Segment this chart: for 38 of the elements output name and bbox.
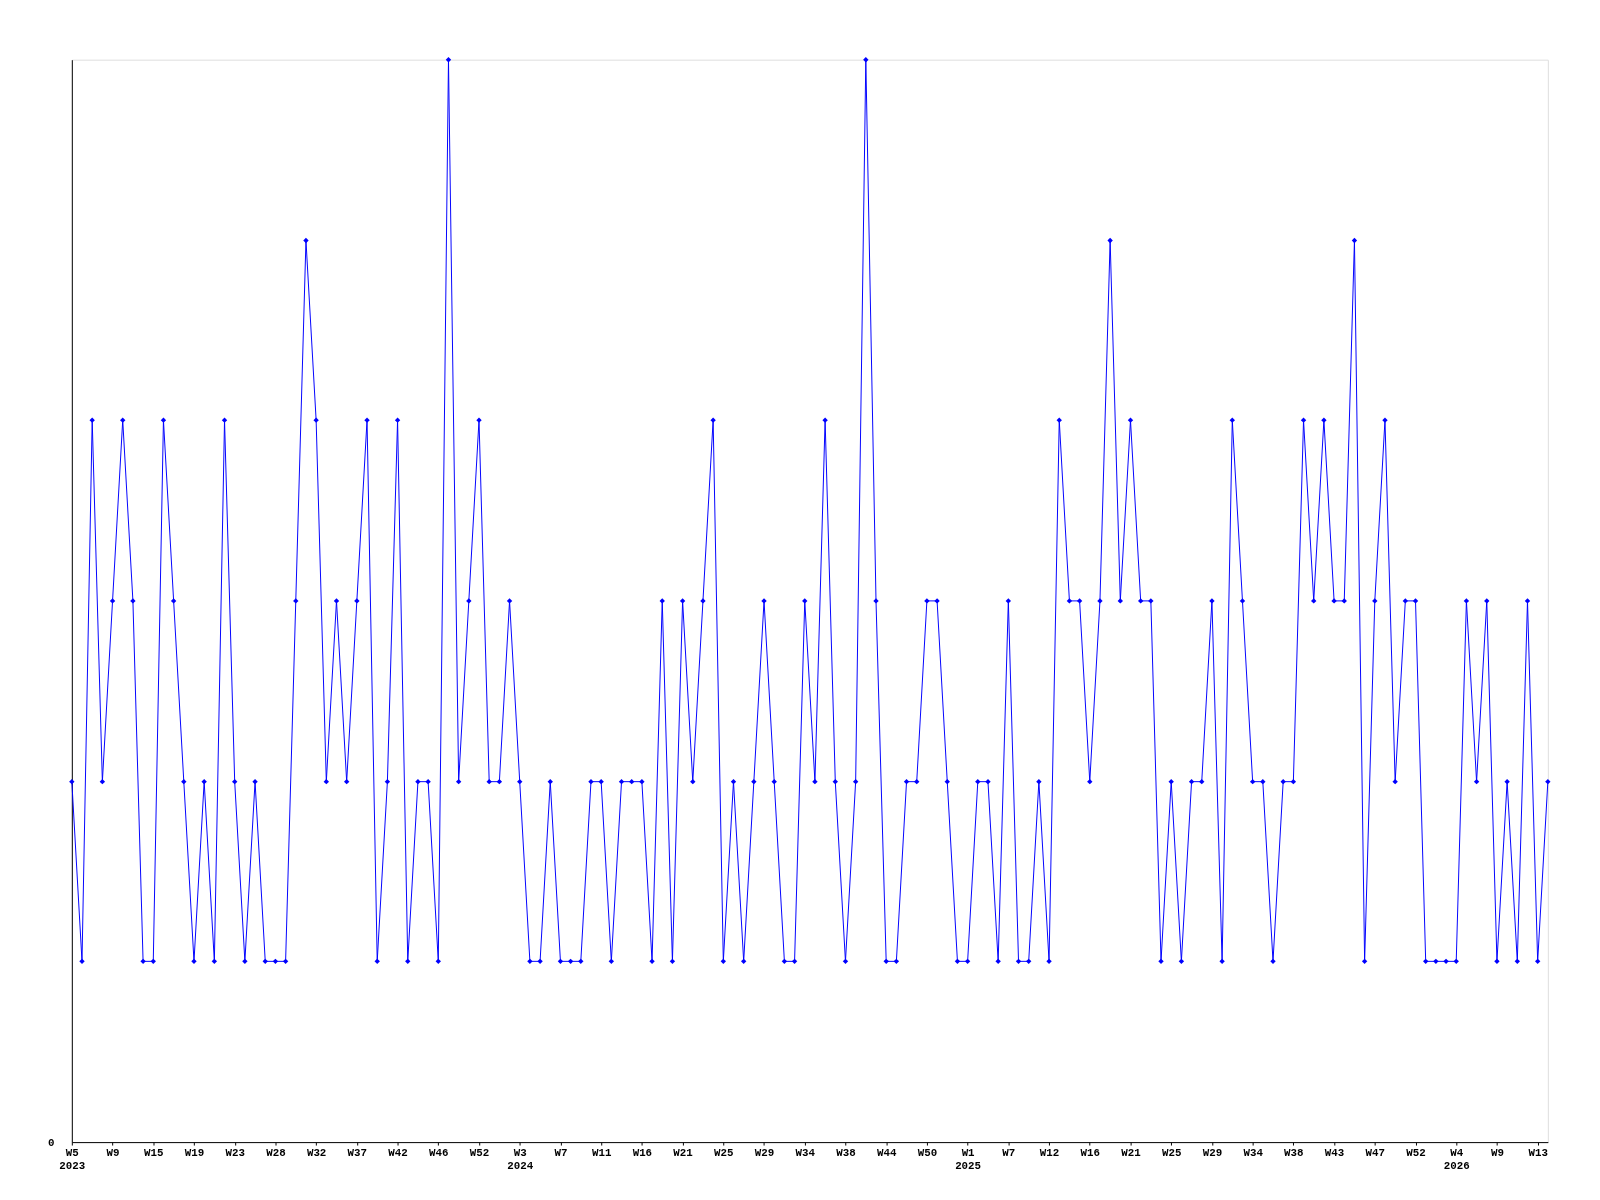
text: 0 [48,1136,55,1149]
x-tick-label: W50 [917,1147,938,1160]
x-tick-label: W46 [429,1147,449,1160]
x-tick-label: W11 [591,1147,612,1160]
x-tick-label: W9 [106,1147,120,1160]
x-tick-label: W52 [469,1147,490,1160]
x-tick-label: W37 [347,1147,368,1160]
x-tick-label: W19 [184,1147,205,1160]
x-tick-label: W43 [1324,1147,1345,1160]
x-tick-label: W38 [1284,1147,1304,1160]
x-tick-label: W9 [1490,1147,1504,1160]
x-tick-label: W16 [1080,1147,1100,1160]
x-tick-label: W21 [1121,1147,1142,1160]
x-tick-label: W25 [714,1147,734,1160]
x-tick-label: W15 [144,1147,164,1160]
x-tick-label: W13 [1528,1147,1548,1160]
x-tick-label: W25 [1161,1147,1182,1160]
x-tick-label: W29 [1202,1147,1223,1160]
x-tick-label: W23 [225,1147,245,1160]
x-tick-label: W52 [1406,1147,1426,1160]
x-tick-label: W3 2024 [507,1147,534,1173]
x-tick-label: W32 [306,1147,327,1160]
x-tick-label: W47 [1365,1147,1386,1160]
x-tick-label: W1 2025 [955,1147,982,1173]
x-tick-label: W28 [266,1147,286,1160]
x-tick-label: W4 2026 [1443,1147,1470,1173]
x-tick-label: W12 [1039,1147,1060,1160]
x-tick-label: W16 [632,1147,653,1160]
x-tick-label: W5 2023 [59,1147,86,1173]
x-tick-label: W42 [388,1147,408,1160]
x-tick-label: W21 [673,1147,694,1160]
x-tick-label: W7 [554,1147,568,1160]
x-tick-label: W44 [876,1147,897,1160]
x-tick-label: W34 [1243,1147,1264,1160]
x-tick-label: W29 [754,1147,775,1160]
x-tick-label: W38 [836,1147,856,1160]
x-tick-label: W7 [1002,1147,1016,1160]
x-tick-label: W34 [795,1147,816,1160]
